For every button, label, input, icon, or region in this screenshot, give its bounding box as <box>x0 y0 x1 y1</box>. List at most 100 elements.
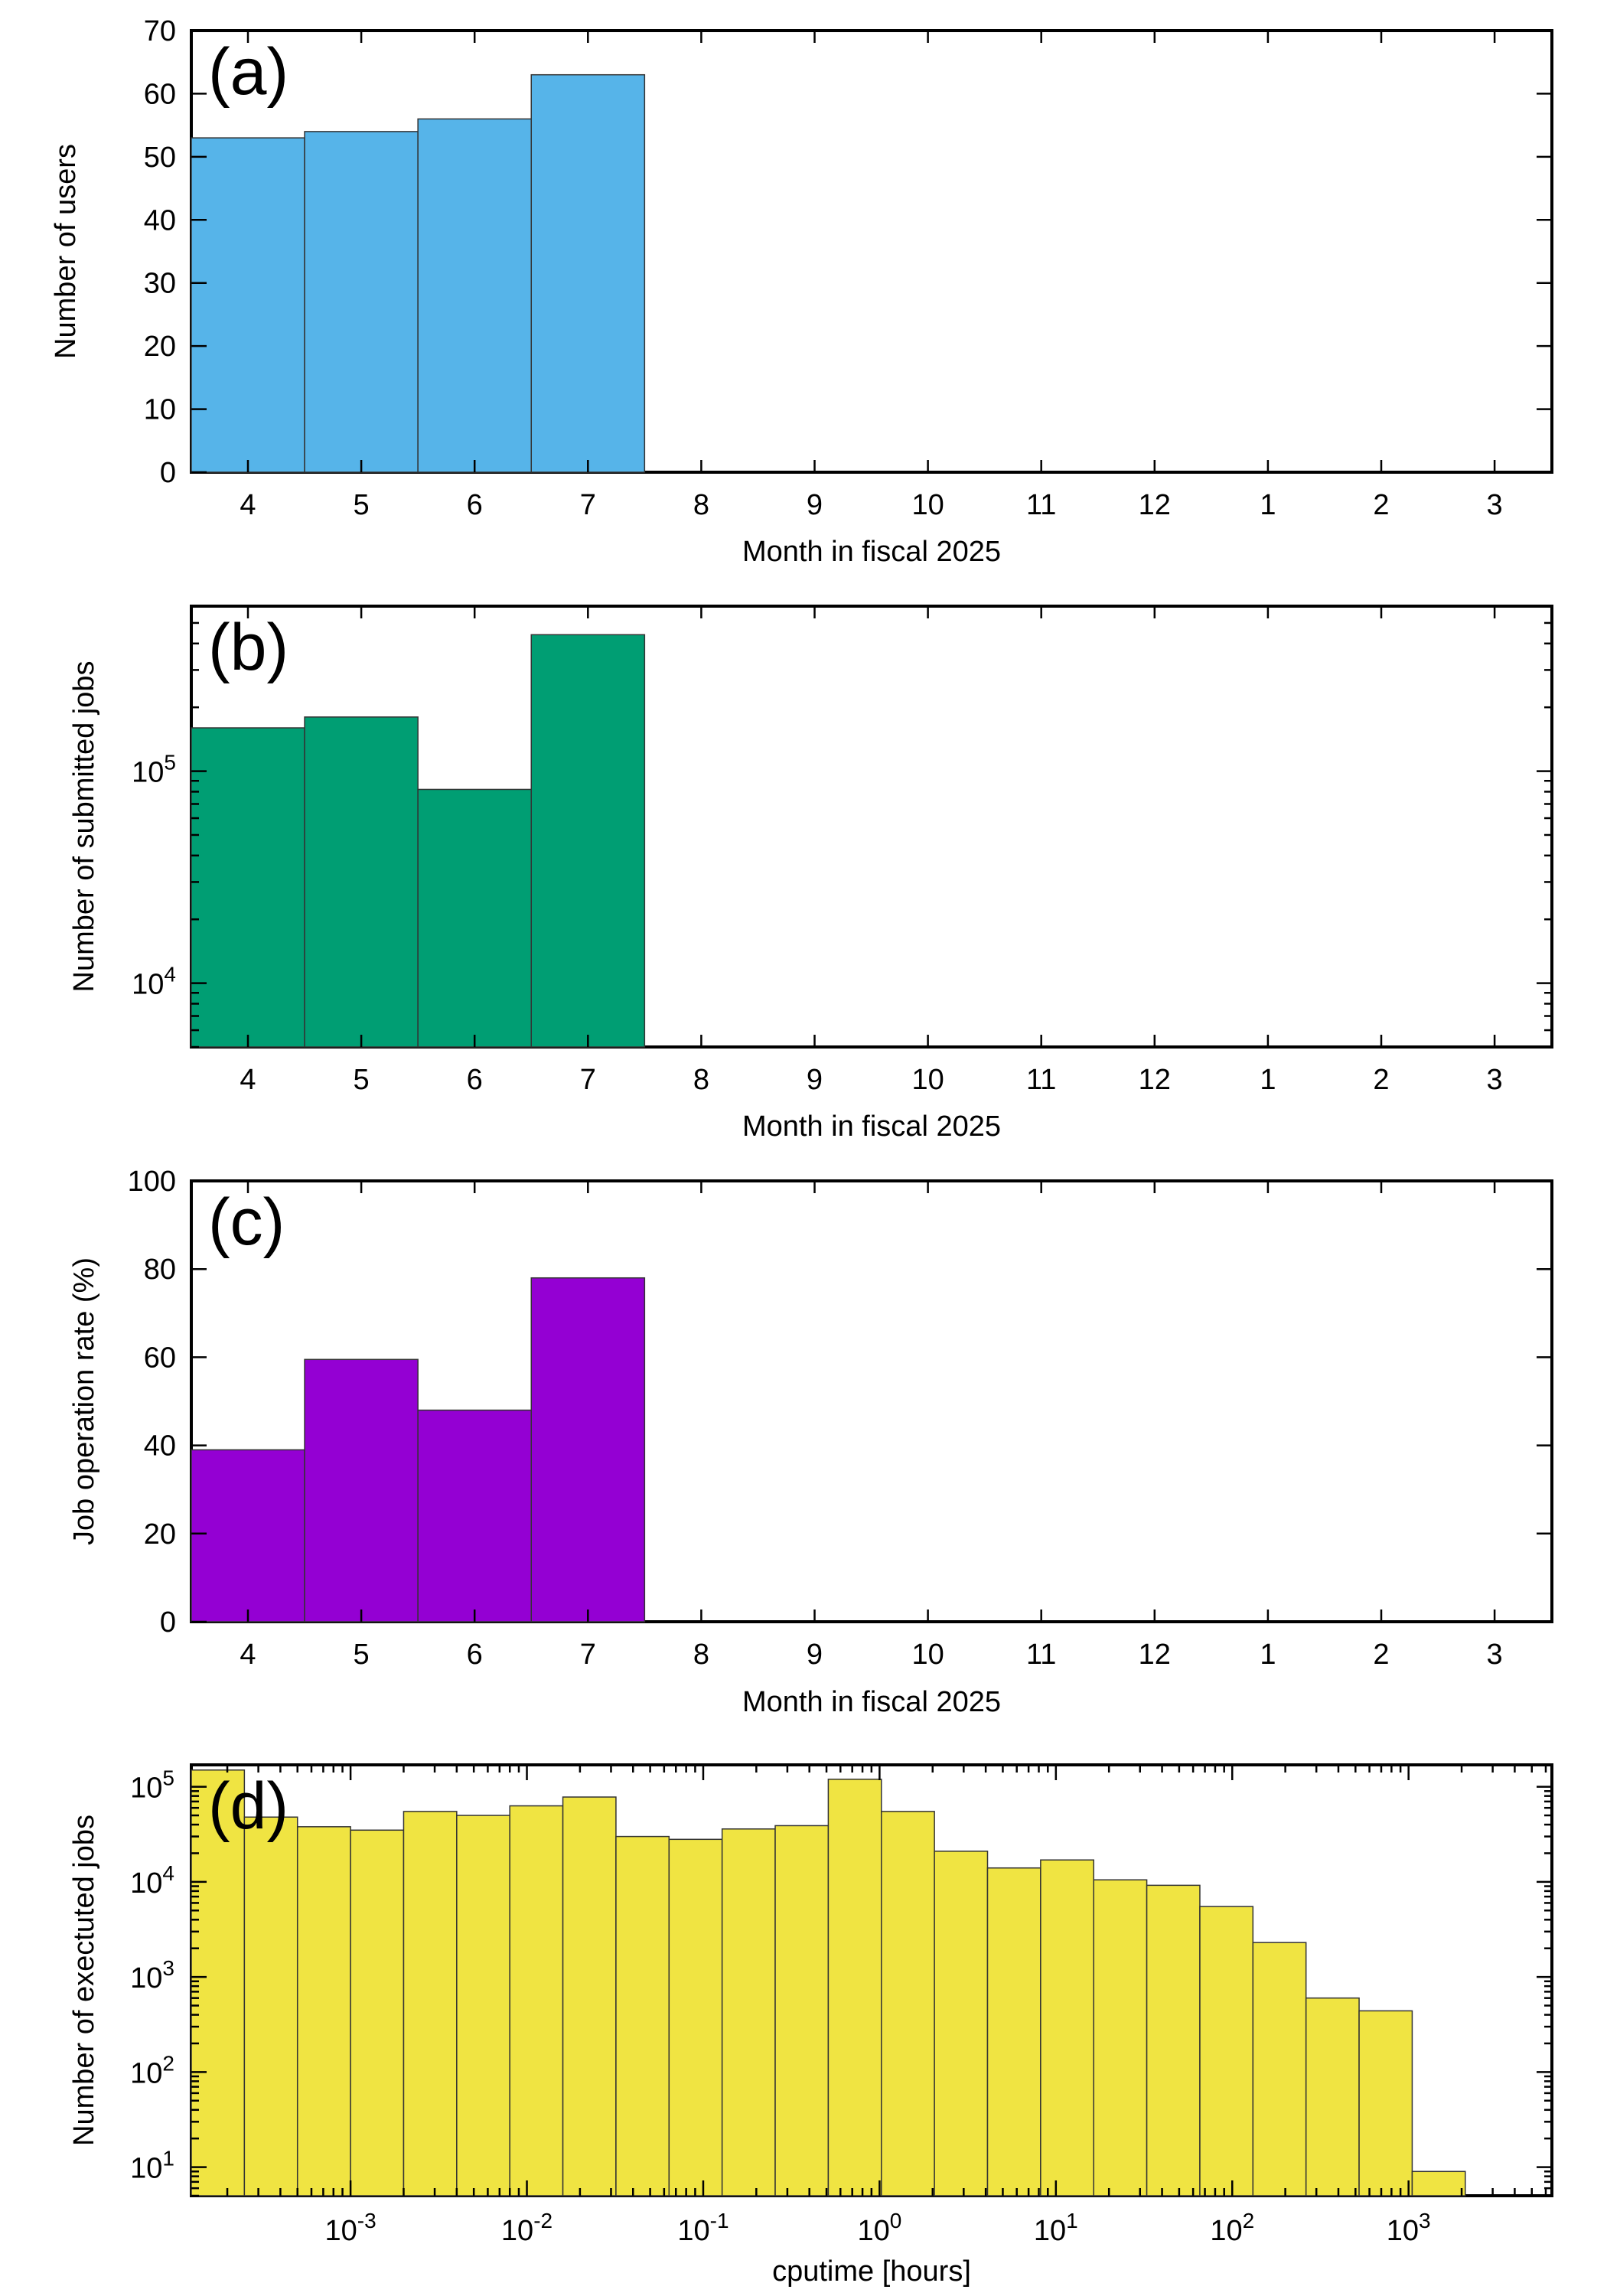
x-tick-label: 2 <box>1373 1639 1389 1671</box>
x-axis-title: Month in fiscal 2025 <box>742 1686 1001 1718</box>
x-tick-label: 7 <box>580 1064 596 1096</box>
y-tick-label: 70 <box>144 15 176 47</box>
y-tick-label: 40 <box>144 1430 176 1463</box>
x-tick-label: 4 <box>240 489 256 521</box>
x-tick-label: 10-2 <box>501 2209 553 2247</box>
hist-bar <box>243 1816 298 2197</box>
hist-bar <box>615 1835 670 2197</box>
x-tick-label: 12 <box>1139 1639 1171 1671</box>
hist-bar <box>296 1826 351 2197</box>
x-tick-label: 11 <box>1026 489 1056 521</box>
panel-label: (c) <box>208 1186 285 1259</box>
hist-bar <box>562 1796 617 2197</box>
x-tick-label: 7 <box>580 489 596 521</box>
y-tick-label: 105 <box>130 1766 174 1805</box>
x-tick-label: 10-3 <box>325 2209 376 2247</box>
x-tick-label: 8 <box>693 489 709 521</box>
x-tick-label: 6 <box>467 1064 483 1096</box>
x-tick-label: 4 <box>240 1064 256 1096</box>
x-tick-label: 10-1 <box>677 2209 729 2247</box>
bar-5 <box>304 716 419 1048</box>
x-tick-label: 4 <box>240 1639 256 1671</box>
bar-4 <box>191 137 305 473</box>
y-tick-label: 104 <box>130 1861 174 1900</box>
hist-bar <box>827 1779 882 2197</box>
y-tick-label: 101 <box>130 2147 174 2185</box>
y-axis-title: Number of users <box>50 144 82 359</box>
x-tick-label: 103 <box>1387 2209 1431 2247</box>
bar-7 <box>530 73 646 473</box>
bar-6 <box>417 788 533 1048</box>
plot-frame <box>190 1179 1553 1623</box>
y-tick-label: 104 <box>132 963 176 1001</box>
y-tick-label: 60 <box>144 1342 176 1374</box>
hist-bar <box>934 1851 989 2197</box>
hist-bar <box>721 1828 776 2197</box>
hist-bar <box>1411 2170 1466 2197</box>
x-tick-label: 10 <box>911 1064 944 1096</box>
panel-d-executed-jobs-chart: 10-3 10-2 10-1 100 101 102 103 101 102 103 104 105 c… <box>68 1763 1553 2288</box>
x-axis-title: Month in fiscal 2025 <box>742 536 1001 568</box>
x-tick-label: 11 <box>1026 1639 1056 1671</box>
x-tick-label: 5 <box>354 1639 370 1671</box>
y-tick-label: 0 <box>160 457 176 489</box>
hist-bar <box>1252 1942 1307 2197</box>
y-tick-label: 10 <box>144 394 176 426</box>
y-tick-label: 50 <box>144 142 176 174</box>
hist-bar <box>1358 2010 1413 2197</box>
x-tick-label: 3 <box>1487 1064 1503 1096</box>
x-tick-label: 100 <box>857 2209 901 2247</box>
x-tick-label: 8 <box>693 1064 709 1096</box>
y-tick-label: 60 <box>144 78 176 110</box>
bar-4 <box>191 727 305 1048</box>
y-tick-label: 40 <box>144 204 176 236</box>
hist-bar <box>509 1805 564 2197</box>
x-tick-label: 10 <box>911 1639 944 1671</box>
x-tick-label: 3 <box>1487 1639 1503 1671</box>
y-axis-title: Number of exectuted jobs <box>68 1815 100 2146</box>
x-tick-label: 9 <box>807 489 823 521</box>
x-tick-label: 11 <box>1026 1064 1056 1096</box>
y-tick-label: 103 <box>130 1956 174 1994</box>
x-tick-label: 10 <box>911 489 944 521</box>
hist-bar <box>881 1811 935 2197</box>
x-tick-label: 2 <box>1373 489 1389 521</box>
x-tick-label: 101 <box>1034 2209 1078 2247</box>
x-tick-label: 1 <box>1260 1064 1276 1096</box>
bar-6 <box>417 118 533 473</box>
hist-bar <box>774 1825 830 2197</box>
x-tick-label: 5 <box>354 489 370 521</box>
hist-bar <box>1040 1859 1094 2197</box>
hist-bar <box>403 1811 458 2197</box>
panel-label: (b) <box>208 611 288 684</box>
x-tick-label: 9 <box>807 1064 823 1096</box>
x-tick-label: 12 <box>1139 489 1171 521</box>
y-axis-title: Number of submitted jobs <box>68 661 100 993</box>
x-tick-label: 2 <box>1373 1064 1389 1096</box>
hist-bar <box>1199 1906 1254 2197</box>
y-tick-label: 102 <box>130 2051 174 2089</box>
hist-bar <box>668 1838 723 2197</box>
y-tick-label: 100 <box>128 1166 176 1198</box>
hist-bar <box>1305 1997 1360 2197</box>
hist-bar <box>1093 1879 1148 2197</box>
y-tick-label: 80 <box>144 1254 176 1286</box>
bar-7 <box>530 634 646 1048</box>
y-tick-label: 20 <box>144 1518 176 1551</box>
x-tick-label: 5 <box>354 1064 370 1096</box>
x-axis-title: cputime [hours] <box>772 2255 971 2288</box>
panel-label: (a) <box>208 35 288 109</box>
hist-bar <box>350 1829 405 2197</box>
hist-bar <box>456 1815 510 2197</box>
bar-6 <box>417 1409 533 1623</box>
bar-5 <box>304 1358 419 1623</box>
y-tick-label: 20 <box>144 331 176 363</box>
hist-bar <box>191 1769 246 2197</box>
x-tick-label: 102 <box>1210 2209 1254 2247</box>
y-axis-title: Job operation rate (%) <box>68 1257 100 1545</box>
x-tick-label: 7 <box>580 1639 596 1671</box>
